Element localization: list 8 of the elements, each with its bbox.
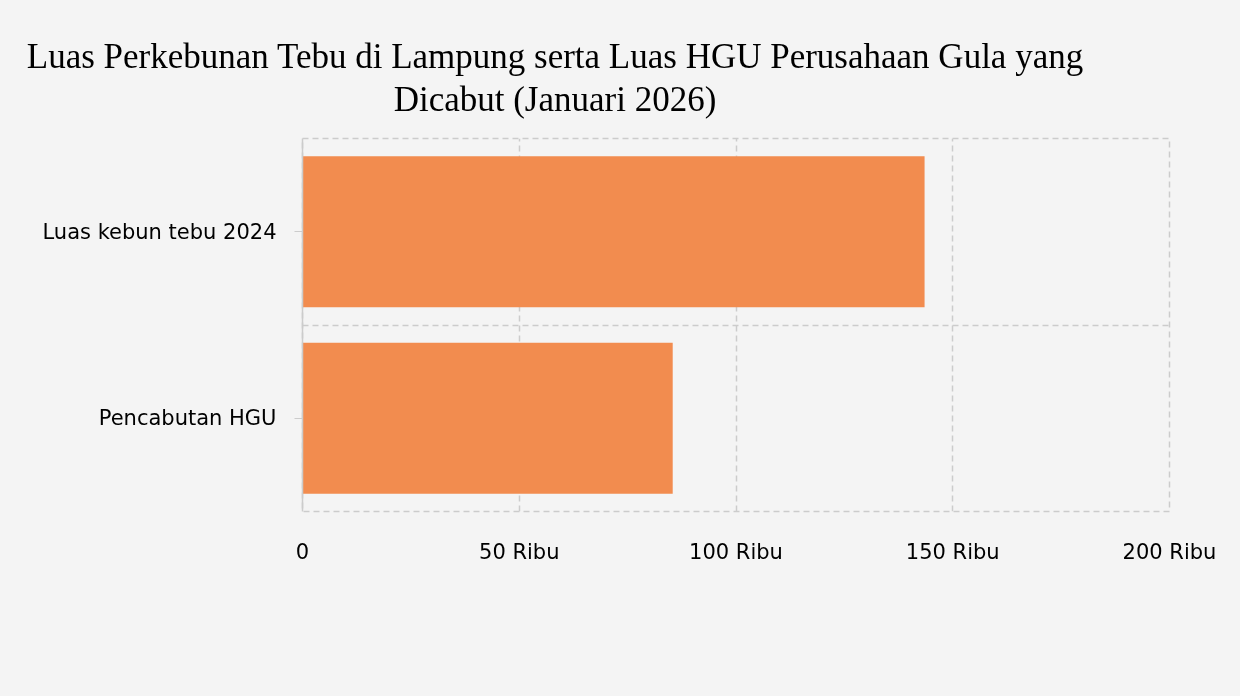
x-tick-label: 0 xyxy=(295,539,310,564)
x-tick-label: 150 Ribu xyxy=(905,539,1000,564)
y-tick-label: Luas kebun tebu 2024 xyxy=(42,219,277,244)
x-tick-label: 200 Ribu xyxy=(1122,539,1217,564)
chart-title: Luas Perkebunan Tebu di Lampung serta Luas HGU Perusahaan Gula yang Dicabut (Januari 2026) xyxy=(25,36,1085,121)
y-tick-label: Pencabutan HGU xyxy=(98,406,277,431)
x-tick-label: 50 Ribu xyxy=(479,539,560,564)
x-tick-label: 100 Ribu xyxy=(689,539,783,564)
